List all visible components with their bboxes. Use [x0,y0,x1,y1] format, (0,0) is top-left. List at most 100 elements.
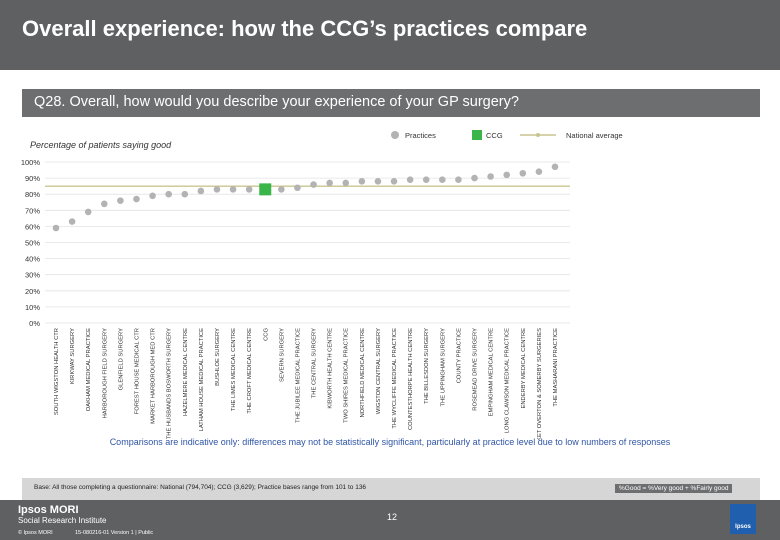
practice-point [439,176,446,184]
practice-point [374,178,382,185]
y-tick-label: 90% [25,174,40,183]
x-tick-label: THE WYCLIFFE MEDICAL PRACTICE [392,328,398,429]
x-tick-label: LATHAM HOUSE MEDICAL PRACTICE [199,328,205,432]
good-formula: %Good = %Very good + %Fairly good [615,484,733,493]
question-text: Q28. Overall, how would you describe you… [34,94,519,110]
page-number: 12 [386,512,397,522]
question-bar: Q28. Overall, how would you describe you… [22,89,760,117]
practice-point [117,197,124,204]
practice-point [68,218,76,225]
x-tick-label: THE MASHARANI PRACTICE [553,328,559,407]
x-tick-label: ROSEMEAD DRIVE SURGERY [473,328,479,411]
practice-point [422,176,430,184]
legend-ccg-label: CCG [486,131,503,140]
y-tick-label: 10% [25,303,40,312]
ccg-point [259,183,272,196]
x-tick-label: MARKET HARBOROUGH MED CTR [151,328,157,424]
x-tick-label: EMPINGHAM MEDICAL CENTRE [489,328,495,416]
footer-base-bar: Base: All those completing a questionnai… [22,478,760,500]
ipsos-mori-logo: Ipsos MORI [18,504,79,516]
practice-point [471,174,478,182]
practice-point [149,192,156,200]
practice-point [551,163,559,171]
header-bar: Overall experience: how the CCG’s practi… [0,0,780,70]
legend-practices-label: Practices [405,131,436,140]
practice-point [100,200,108,208]
practice-point [197,187,205,195]
practice-point [455,176,462,184]
y-tick-label: 80% [25,190,40,199]
legend-practices-marker [391,131,399,139]
copyright: © Ipsos MORI [18,530,53,536]
x-tick-label: HAZELMERE MEDICAL CENTRE [183,328,189,416]
x-tick-label: MARKET OVERTON & SOMERBY SURGERIES [537,328,543,440]
ipsos-brand-logo: Ipsos [730,504,756,534]
practice-point [229,186,237,193]
version-text: 15-080216-01 Version 1 | Public [75,530,154,536]
practice-point [52,224,60,232]
brand-text: Ipsos [735,524,751,530]
y-tick-label: 40% [25,255,40,264]
x-tick-label: THE JUBILEE MEDICAL PRACTICE [295,328,301,423]
practice-point [342,179,350,187]
x-tick-label: WIGSTON CENTRAL SURGERY [376,328,382,414]
legend: Practices CCG National average [391,130,623,140]
practice-point [84,208,92,216]
x-tick-label: COUNTESTHORPE HEALTH CENTRE [408,328,414,430]
practice-point [535,168,543,175]
legend-national-label: National average [566,131,623,140]
gridlines [45,161,570,324]
practice-point [133,195,140,203]
legend-national-dot [536,133,540,137]
x-tick-label: HARBOROUGH FIELD SURGERY [102,328,108,419]
x-tick-label: THE CENTRAL SURGERY [312,328,318,398]
x-tick-label: THE LIMES MEDICAL CENTRE [231,328,237,411]
practice-point [358,178,366,185]
base-text: Base: All those completing a questionnai… [34,484,367,491]
chart-subtitle: Percentage of patients saying good [30,140,172,150]
practice-point [310,181,317,188]
practice-point [326,179,333,187]
x-tick-label: COUNTY PRACTICE [456,328,462,383]
practice-point [165,190,172,198]
y-tick-label: 50% [25,239,40,248]
y-tick-label: 60% [25,222,40,231]
x-tick-label: FOREST HOUSE MEDICAL CTR [134,328,140,414]
practice-point [487,173,494,180]
practice-point [181,190,189,198]
y-tick-label: 30% [25,271,40,280]
x-tick-label: NORTHFIELD MEDICAL CENTRE [360,328,366,418]
practice-point [278,186,285,193]
x-tick-label: KIBWORTH HEALTH CENTRE [328,328,334,409]
y-axis: 0% 10% 20% 30% 40% 50% 60% 70% 80% 90% 100% [21,158,41,328]
x-tick-label: KIRKWAY SURGERY [70,328,76,384]
x-tick-label: ENDERBY MEDICAL CENTRE [521,328,527,409]
practice-point [213,186,221,193]
x-tick-label: SEVERN SURGERY [279,328,285,382]
x-tick-label: BUSHLOE SURGERY [215,328,221,386]
practice-point [245,186,253,193]
practice-point [294,184,301,192]
x-tick-label: TWO SHIRES MEDICAL PRACTICE [344,328,350,423]
practice-point [406,176,414,184]
x-tick-label: LONG CLAWSON MEDICAL PRACTICE [505,328,511,433]
y-tick-label: 70% [25,206,40,215]
practice-point [390,178,398,185]
practice-point [519,169,527,177]
logo-subtitle: Social Research Institute [18,516,107,525]
x-tick-label: SOUTH WIGSTON HEALTH CTR [54,328,60,415]
x-axis-labels: SOUTH WIGSTON HEALTH CTR KIRKWAY SURGERY O… [54,328,559,440]
legend-ccg-marker [472,130,482,140]
comparison-note: Comparisons are indicative only: differe… [109,437,671,447]
y-tick-label: 20% [25,287,40,296]
y-tick-label: 100% [21,158,41,167]
y-tick-label: 0% [29,319,40,328]
data-points [52,163,559,232]
bottom-bar [0,500,780,540]
x-tick-label: THE HUSBANDS BOSWORTH SURGERY [167,328,173,439]
x-tick-label: THE CROFT MEDICAL CENTRE [247,328,253,414]
practice-point [503,171,511,179]
chart: Practices CCG National average 0% 10% 20% 30%… [21,130,623,440]
x-tick-label: GLENFIELD SURGERY [118,328,124,391]
page-title: Overall experience: how the CCG’s practi… [22,16,588,41]
